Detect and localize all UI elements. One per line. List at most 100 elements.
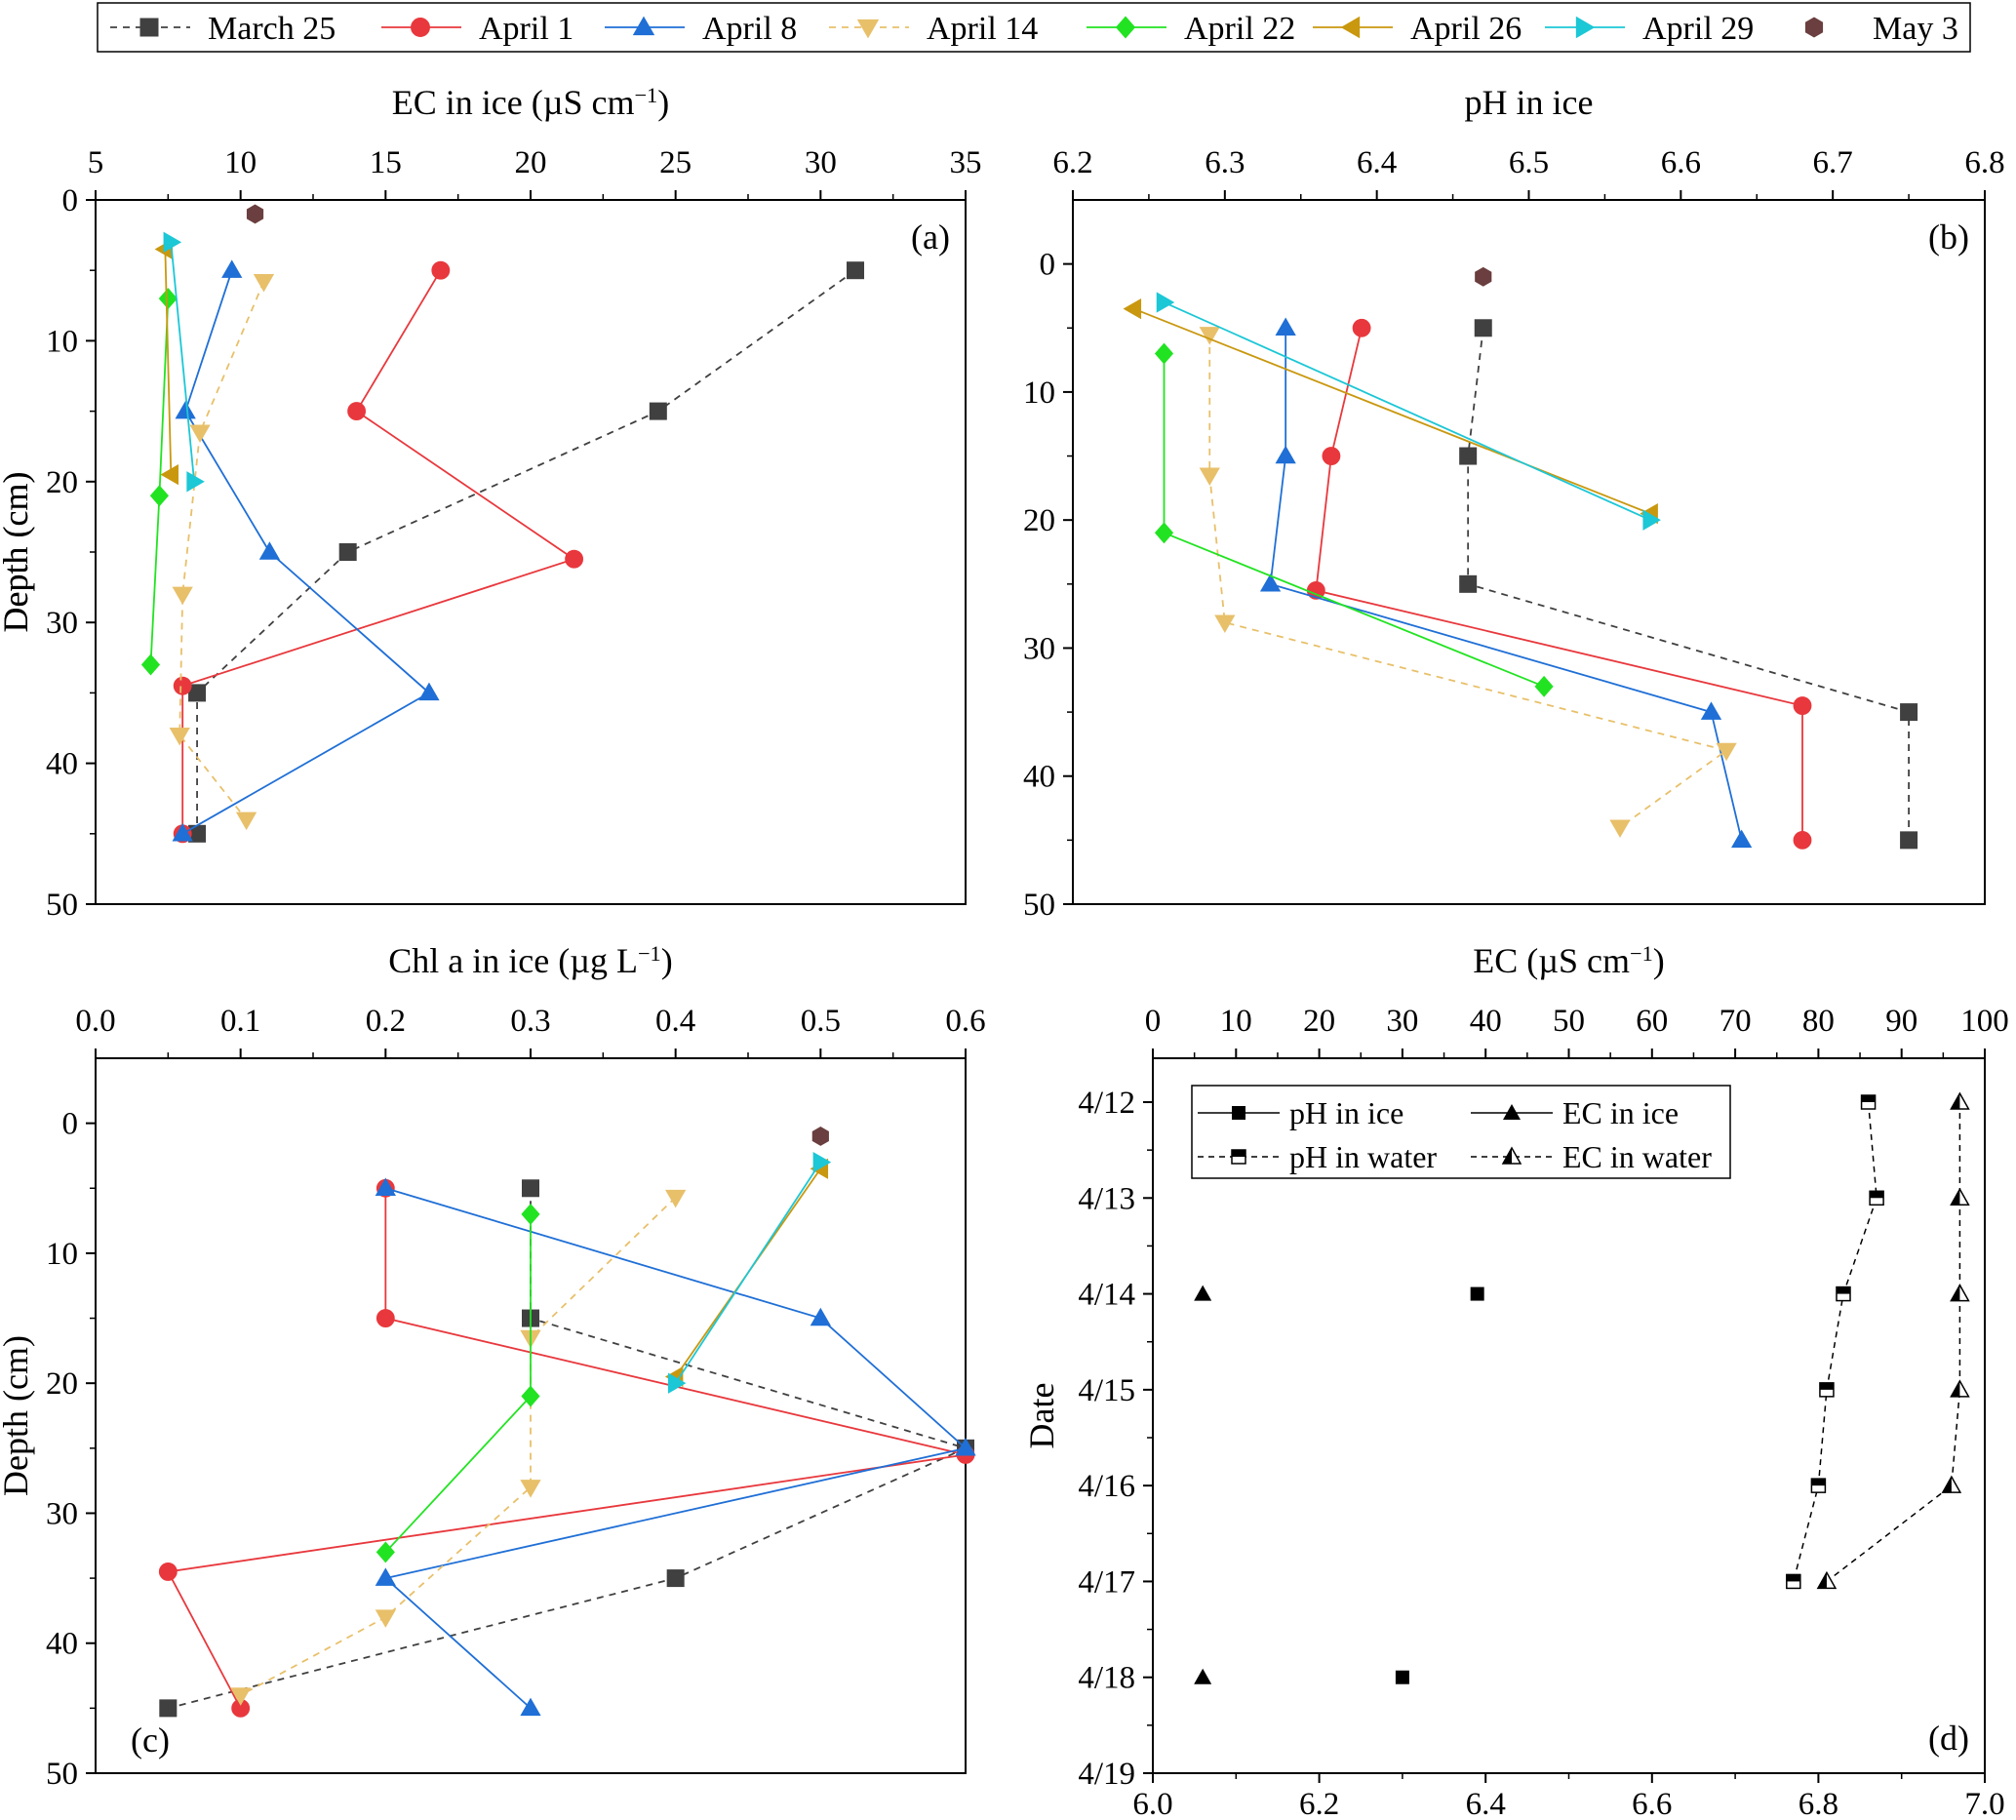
x2-tick-label: 60 [1636,1004,1668,1039]
data-point [1154,522,1174,544]
x-tick-label: 6.2 [1299,1787,1339,1820]
series-line [181,269,431,835]
legend-item: April 8 [605,11,797,47]
data-point [649,402,667,420]
data-point [158,1563,178,1581]
legend-item: April 14 [829,11,1038,47]
data-point [258,541,281,560]
x-tick-label: 5 [88,145,104,180]
data-series [1475,266,1492,287]
x-tick-label: 6.6 [1661,145,1701,180]
legend-marker [1340,16,1361,39]
data-point [376,1309,395,1327]
data-point [1259,574,1282,592]
series-line [166,1188,967,1709]
y-tick-label: 20 [1023,503,1055,538]
data-point [1199,327,1220,345]
data-series [230,1189,687,1706]
data-point [666,1569,685,1588]
series-line [168,1188,968,1710]
legend-label: April 1 [479,11,573,47]
series-line [1793,1101,1878,1582]
data-point [1199,467,1220,487]
data-point [1793,830,1812,850]
series-line [1133,307,1651,515]
x-tick-label: 15 [370,145,402,180]
x-tick-label: 0.6 [945,1004,985,1039]
panel-label: (c) [131,1721,170,1760]
legend-label: May 3 [1873,11,1958,47]
inner-legend-item: EC in water [1471,1139,1712,1174]
data-point [172,586,193,606]
data-series [1199,327,1737,839]
series-line [196,269,856,834]
inner-legend-item: pH in water [1198,1139,1437,1174]
x2-tick-label: 30 [1386,1004,1418,1039]
series-line [178,281,265,820]
y-tick-label: 20 [46,465,78,500]
data-series [1156,292,1661,531]
legend-marker [1231,1149,1246,1165]
panel-label: (a) [911,218,950,257]
data-point [347,402,367,421]
x-axis-label: EC in ice (µS cm−1) [392,83,669,123]
x2-tick-label: 90 [1885,1004,1917,1039]
panel-label: (d) [1928,1719,1969,1758]
data-point [847,261,865,280]
data-point [521,1203,540,1225]
data-point [186,471,205,493]
x-axis-label: pH in ice [1465,83,1594,122]
marker-fill [1503,1148,1512,1164]
data-point [375,1177,396,1196]
y-tick-label: 4/16 [1078,1469,1135,1504]
data-series [246,204,264,224]
data-series [169,274,275,831]
series-line [1164,301,1651,522]
data-point [1950,1379,1970,1398]
data-point [1836,1286,1851,1302]
data-point [1156,292,1175,313]
data-point [1950,1187,1970,1207]
legend-label: April 14 [927,11,1038,47]
x2-tick-label: 10 [1220,1004,1252,1039]
plot-frame [95,199,967,905]
legend-label: April 8 [702,11,797,47]
data-series [163,231,205,493]
data-point [1642,509,1661,531]
legend-marker [632,16,655,36]
data-point [159,1699,178,1718]
inner-legend-box [1191,1085,1731,1179]
marker-fill [1232,1150,1245,1157]
data-point [1275,317,1296,336]
x-tick-label: 0.1 [220,1004,260,1039]
y-tick-label: 4/13 [1078,1181,1135,1216]
data-series [376,1203,540,1563]
data-point [246,204,264,224]
data-point [173,676,192,695]
data-point [1459,447,1478,465]
data-point [665,1189,687,1208]
marker-fill [1870,1191,1884,1199]
data-series [664,1158,829,1388]
data-point [175,400,196,419]
marker-fill [1951,1380,1960,1397]
legend-item: March 25 [110,11,336,47]
y-tick-label: 40 [1023,760,1055,795]
x-tick-label: 6.4 [1466,1787,1506,1820]
x2-axis-label: EC (µS cm−1) [1473,941,1664,981]
series-line [384,1213,532,1554]
chart-panel: 6.0 6.2 6.4 6.6 6.8 7.0 0 10 20 30 40 50 60 70 80 90 100… [1022,941,2009,1820]
series-line [1163,353,1545,688]
data-point [1214,614,1236,633]
legend: March 25 April 1 April 8 April 14 April 22 Ap… [97,2,1971,53]
data-point [1154,342,1174,365]
data-point [522,1179,539,1198]
y-tick-label: 0 [1040,248,1056,283]
x2-tick-label: 0 [1145,1004,1162,1039]
data-point [1352,318,1371,337]
series-line [1269,328,1743,841]
chart-panel: 5 10 15 20 25 30 35 0 10 20 30 40 50 EC in ice (µS cm… [0,83,982,924]
data-point [1816,1570,1838,1590]
data-point [1950,1284,1970,1302]
data-point [169,727,190,746]
